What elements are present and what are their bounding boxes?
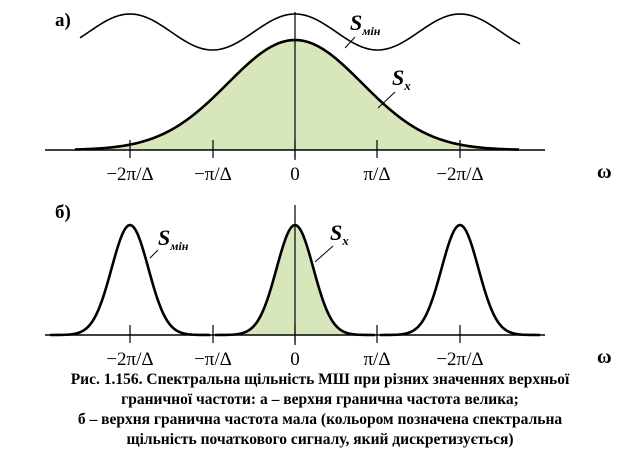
leader xyxy=(314,245,334,263)
curve-label: Sмін xyxy=(158,225,189,253)
leader xyxy=(149,249,159,259)
panel-label: а) xyxy=(55,10,71,31)
tick-label: −2π/Δ xyxy=(106,349,153,370)
tick-label: −2π/Δ xyxy=(106,164,153,185)
curve-label: Sмін xyxy=(350,10,381,38)
tick-label: −π/Δ xyxy=(194,349,232,370)
spectrum-curve xyxy=(74,38,520,151)
ticks: −2π/Δ −π/Δ 0 π/Δ −2π/Δ xyxy=(106,325,484,370)
caption-line: граничної частоти: а – верхня гранична ч… xyxy=(121,391,519,408)
caption-line: щільність початкового сигналу, який диск… xyxy=(126,431,513,448)
tick-label: π/Δ xyxy=(363,164,390,185)
spectrum-curve xyxy=(79,13,521,51)
panel-label: б) xyxy=(55,202,71,223)
tick-label: π/Δ xyxy=(363,349,390,370)
axis-label: ω xyxy=(597,161,612,183)
tick-label: −π/Δ xyxy=(194,164,232,185)
leader xyxy=(344,36,356,49)
tick-label: 0 xyxy=(290,349,300,370)
caption-line: Рис. 1.156. Спектральна щільність МШ при… xyxy=(71,371,570,388)
curve-label: Sx xyxy=(330,220,349,248)
axis-label: ω xyxy=(597,346,612,368)
spectrum-fill xyxy=(75,40,520,150)
curve-label: Sx xyxy=(392,65,411,93)
tick-label: 0 xyxy=(290,164,300,185)
caption-line: б – верхня гранична частота мала (кольор… xyxy=(78,411,563,428)
tick-label: −2π/Δ xyxy=(436,164,483,185)
ticks: −2π/Δ −π/Δ 0 π/Δ −2π/Δ xyxy=(106,140,484,185)
tick-label: −2π/Δ xyxy=(436,349,483,370)
leader xyxy=(377,91,396,109)
